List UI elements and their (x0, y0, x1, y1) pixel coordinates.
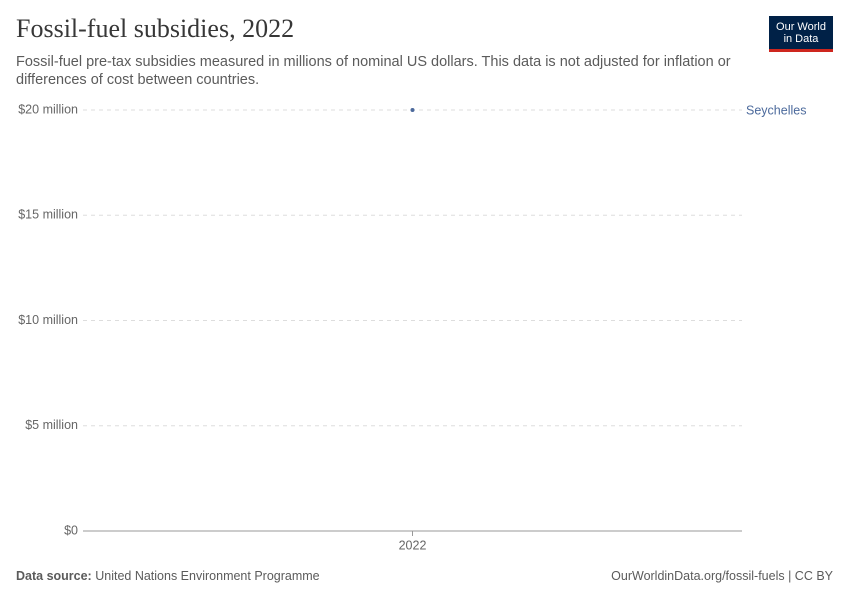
source-label: Data source: (16, 569, 92, 583)
source: Data source: United Nations Environment … (16, 569, 320, 583)
y-tick-label: $0 (64, 523, 78, 537)
y-tick-label: $20 million (18, 102, 78, 116)
y-tick-label: $15 million (18, 208, 78, 222)
data-point (410, 108, 415, 112)
series-label: Seychelles (746, 103, 806, 117)
logo[interactable]: Our World in Data (769, 16, 833, 52)
x-tick-label: 2022 (399, 538, 427, 552)
footer-link[interactable]: OurWorldinData.org/fossil-fuels | CC BY (611, 569, 833, 583)
logo-text: Our World (776, 21, 826, 33)
y-tick-label: $5 million (25, 418, 78, 432)
chart-subtitle: Fossil-fuel pre-tax subsidies measured i… (16, 54, 731, 88)
logo-text: in Data (783, 33, 819, 45)
chart-title: Fossil-fuel subsidies, 2022 (16, 14, 295, 43)
y-tick-label: $10 million (18, 313, 78, 327)
source-text: United Nations Environment Programme (95, 569, 320, 583)
